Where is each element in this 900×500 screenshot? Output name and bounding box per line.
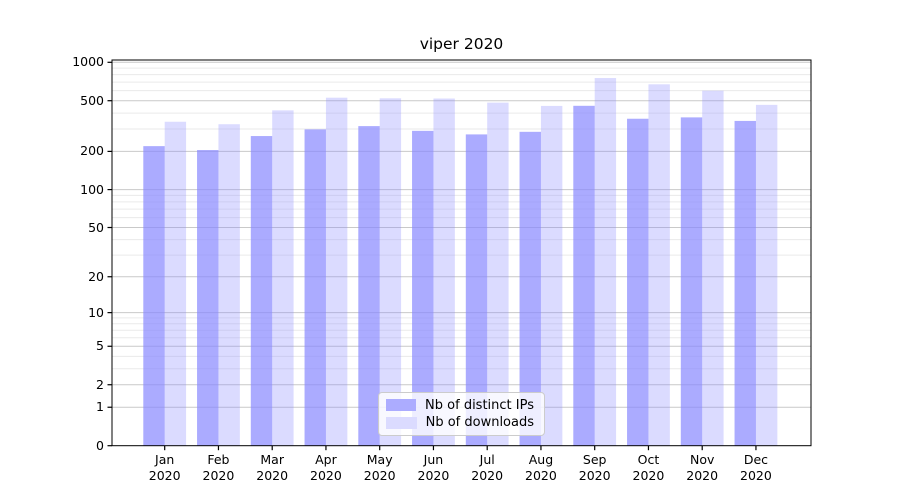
bar-nb-of-distinct-ips-mar: [250, 136, 273, 446]
x-tick-label-jan: Jan 2020: [148, 452, 181, 483]
legend-swatch-downloads: [386, 416, 417, 429]
x-tick-label-sep: Sep 2020: [578, 452, 611, 483]
y-tick-label-1: 1: [96, 399, 104, 415]
bar-nb-of-distinct-ips-oct: [627, 118, 649, 446]
y-tick-label-100: 100: [80, 181, 104, 197]
y-tick-label-200: 200: [80, 143, 104, 159]
bar-nb-of-distinct-ips-aug: [519, 131, 541, 446]
legend-item-distinct-ips: Nb of distinct IPs: [386, 398, 538, 413]
legend-label-distinct-ips: Nb of distinct IPs: [425, 397, 534, 413]
bar-nb-of-downloads-feb: [218, 124, 240, 446]
y-tick-label-2: 2: [96, 376, 104, 392]
legend-label-downloads: Nb of downloads: [425, 415, 534, 431]
bar-nb-of-downloads-mar: [272, 110, 294, 446]
bar-nb-of-downloads-jan: [164, 121, 187, 446]
legend-item-downloads: Nb of downloads: [386, 415, 538, 430]
x-tick-label-oct: Oct 2020: [632, 452, 665, 483]
x-tick-label-mar: Mar 2020: [256, 452, 289, 483]
x-tick-label-dec: Dec 2020: [740, 452, 772, 483]
y-tick-label-20: 20: [88, 268, 104, 284]
bar-nb-of-distinct-ips-sep: [573, 105, 595, 446]
legend: Nb of distinct IPs Nb of downloads: [378, 392, 545, 436]
bar-nb-of-distinct-ips-nov: [680, 117, 703, 446]
y-tick-label-0: 0: [96, 437, 104, 453]
bar-nb-of-downloads-oct: [648, 84, 670, 446]
bar-nb-of-distinct-ips-may: [358, 126, 380, 446]
bar-nb-of-downloads-sep: [594, 78, 617, 446]
bar-nb-of-distinct-ips-jul: [465, 134, 488, 446]
bar-nb-of-downloads-jun: [433, 98, 455, 446]
y-tick-label-500: 500: [80, 92, 104, 108]
legend-swatch-distinct-ips: [386, 399, 417, 412]
x-tick-label-nov: Nov 2020: [686, 452, 719, 483]
bar-nb-of-downloads-jul: [487, 102, 509, 446]
x-tick-label-jul: Jul 2020: [471, 452, 504, 483]
x-tick-label-jun: Jun 2020: [417, 452, 450, 483]
bar-nb-of-downloads-may: [379, 98, 402, 446]
y-tick-label-5: 5: [96, 338, 104, 354]
x-tick-label-may: May 2020: [363, 452, 396, 483]
bar-nb-of-distinct-ips-feb: [197, 150, 219, 446]
y-tick-label-10: 10: [88, 304, 104, 320]
bar-nb-of-distinct-ips-jun: [412, 130, 434, 446]
x-tick-label-apr: Apr 2020: [310, 452, 342, 483]
bar-nb-of-distinct-ips-dec: [734, 120, 756, 446]
y-tick-label-1000: 1000: [72, 54, 104, 70]
plot-border: [111, 59, 812, 447]
bar-nb-of-downloads-nov: [702, 90, 724, 446]
y-tick-label-50: 50: [88, 219, 104, 235]
bar-nb-of-downloads-aug: [540, 105, 563, 446]
bar-nb-of-downloads-dec: [755, 104, 778, 446]
chart-title: viper 2020: [419, 35, 504, 53]
x-tick-label-feb: Feb 2020: [202, 452, 235, 483]
bar-nb-of-downloads-apr: [325, 97, 348, 446]
bar-nb-of-distinct-ips-apr: [304, 129, 326, 446]
bar-nb-of-distinct-ips-jan: [143, 146, 165, 446]
x-tick-label-aug: Aug 2020: [525, 452, 557, 483]
